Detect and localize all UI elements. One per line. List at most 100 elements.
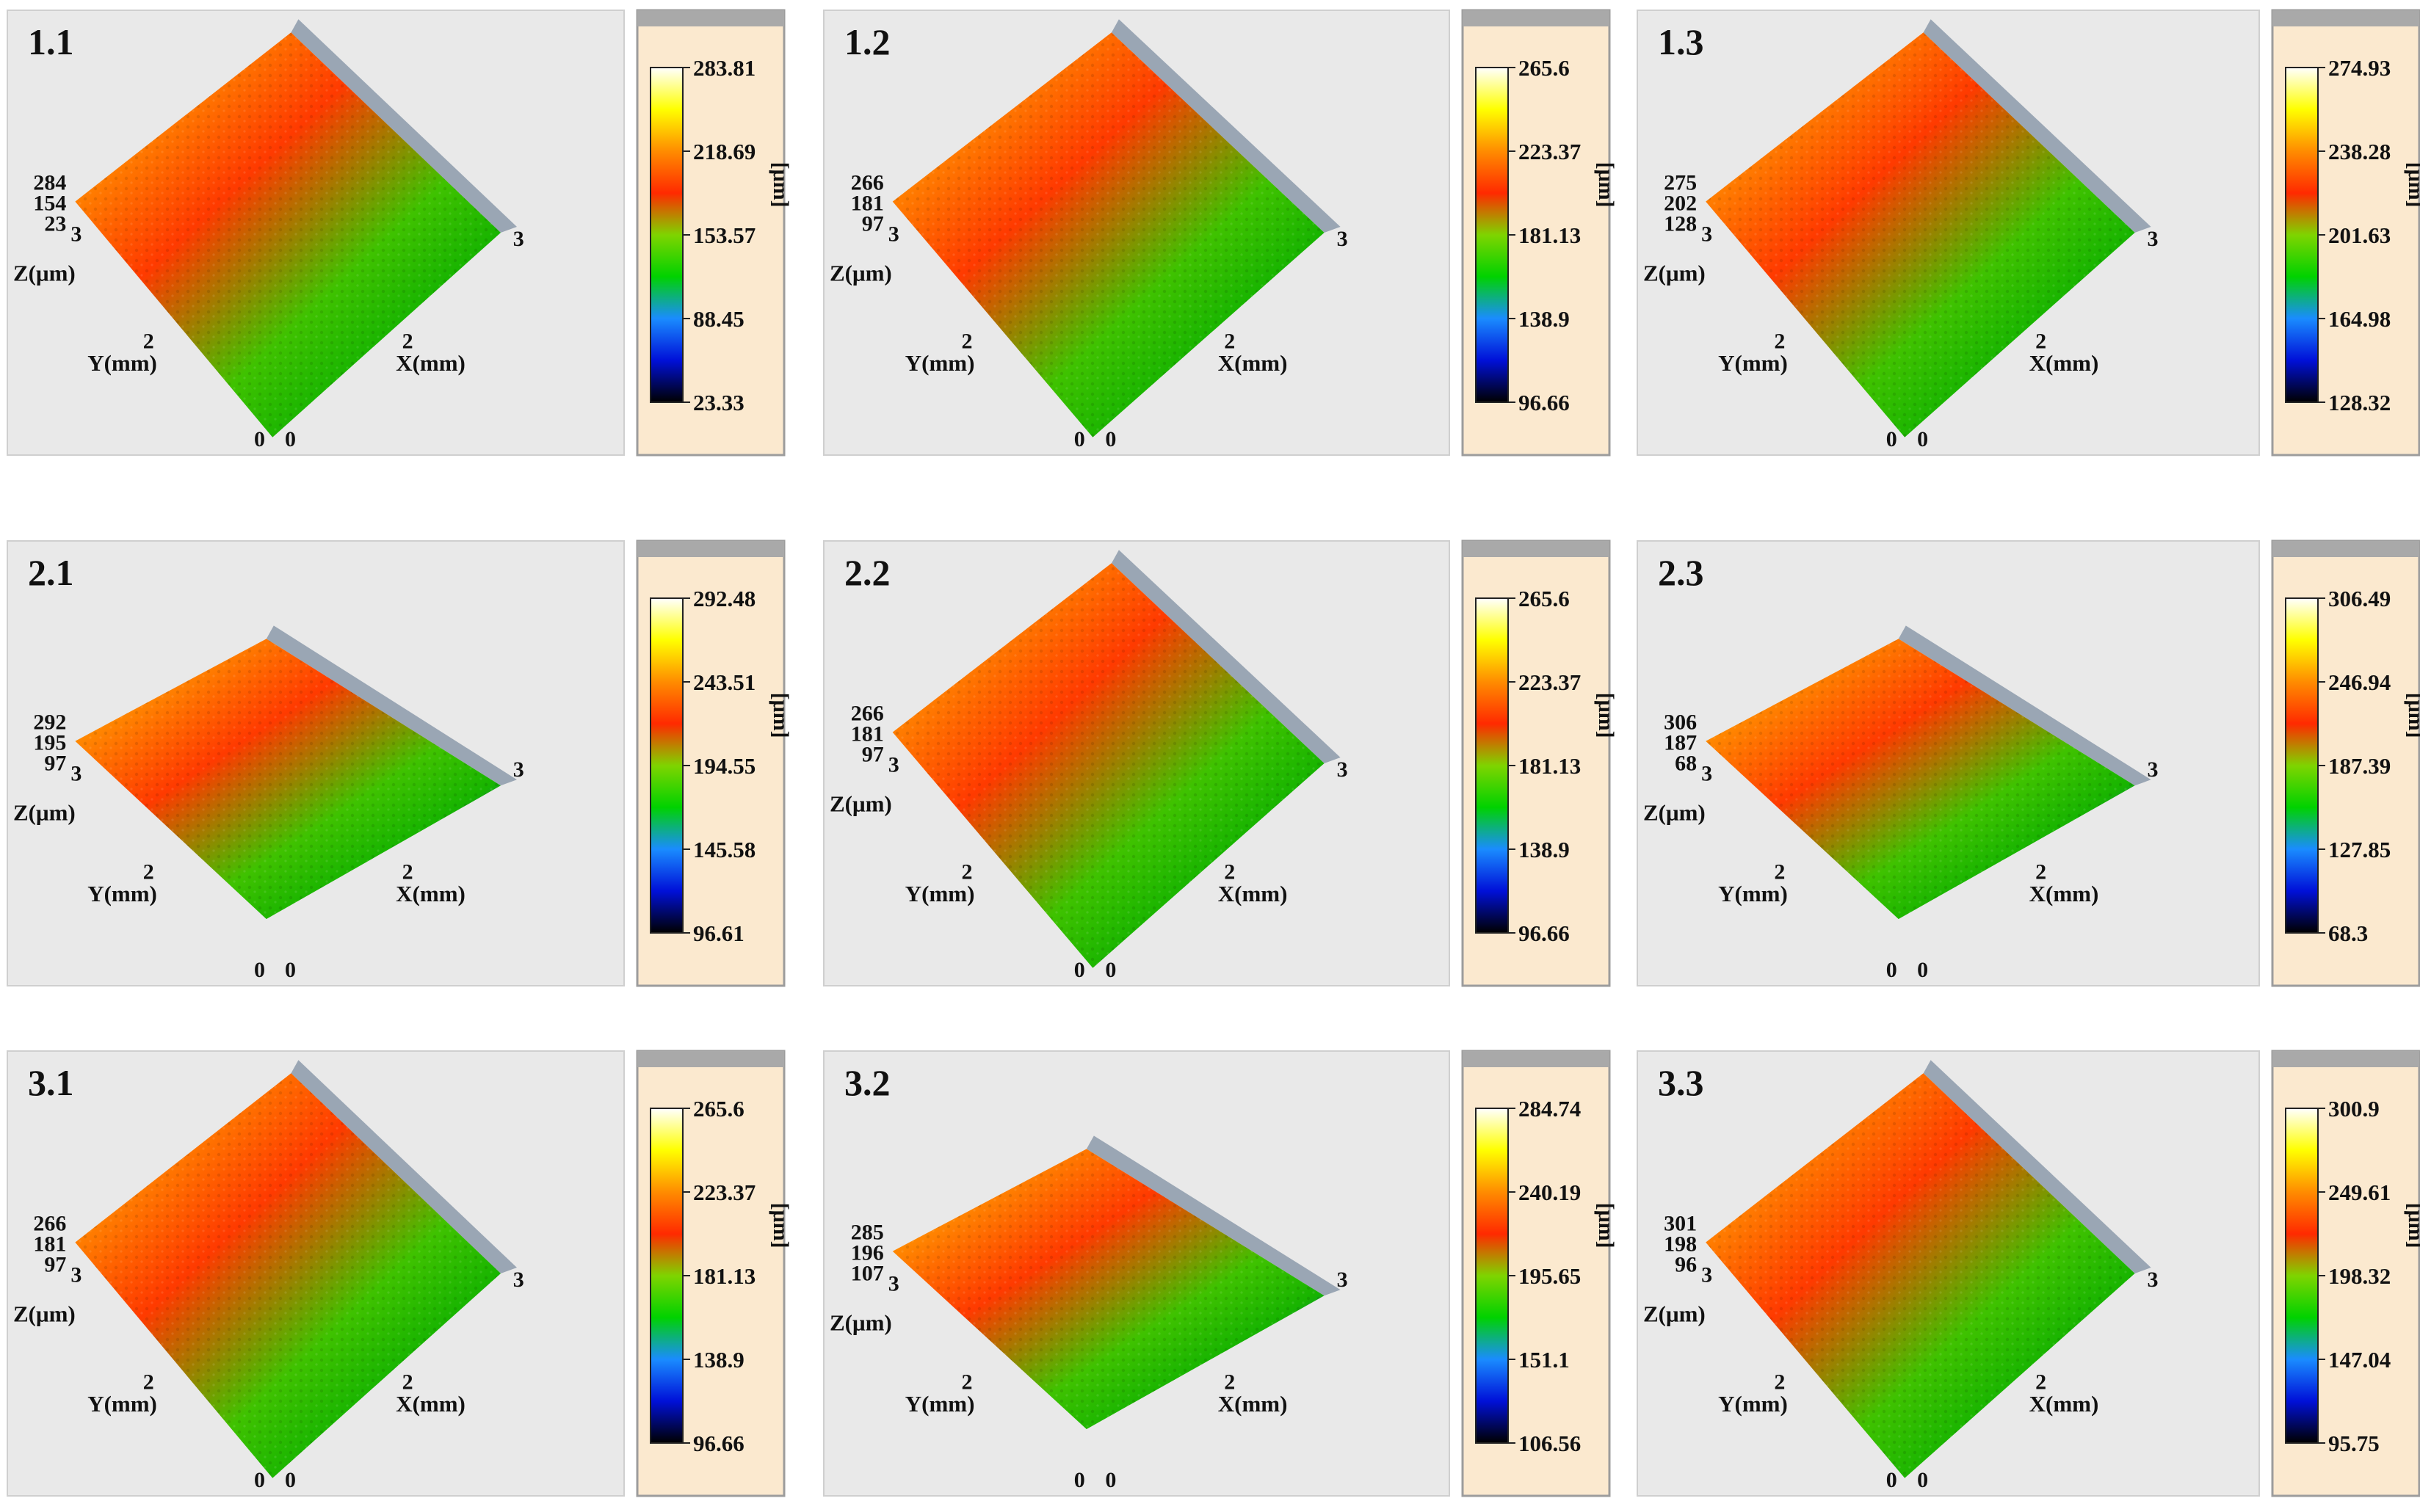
x-axis-label: X(mm) — [2029, 350, 2099, 376]
origin-tick-x: 0 — [285, 427, 296, 451]
surface-wall — [291, 19, 517, 233]
colorbar-tick-label: 68.3 — [2328, 920, 2368, 946]
colorbar-tick-label: 201.63 — [2328, 222, 2391, 248]
panel-label: 3.1 — [28, 1062, 74, 1103]
surface-texture — [1706, 1073, 2135, 1478]
surface-texture — [892, 1149, 1325, 1430]
colorbar-tick-label: 198.32 — [2328, 1263, 2391, 1289]
colorbar-tick-label: 300.9 — [2328, 1096, 2380, 1122]
x-axis-label: X(mm) — [1218, 1391, 1288, 1417]
z-tick-mid: 195 — [33, 731, 66, 755]
colorbar — [1475, 67, 1509, 403]
colorbar-tick-label: 223.37 — [1518, 669, 1581, 695]
z-tick-min: 96 — [1675, 1253, 1697, 1277]
z-axis-label: Z(μm) — [830, 791, 892, 817]
y-axis-label: Y(mm) — [905, 1391, 975, 1417]
colorbar-tick-label: 23.33 — [693, 390, 745, 415]
colorbar-tick-label: 96.66 — [1518, 390, 1570, 415]
z-tick-max: 266 — [851, 171, 884, 195]
colorbar-tick-label: 284.74 — [1518, 1096, 1581, 1122]
colorbar-tick-label: 306.49 — [2328, 586, 2391, 611]
colorbar — [2285, 67, 2319, 403]
y-tick: 2 — [143, 1370, 154, 1395]
z-tick-mid: 187 — [1664, 731, 1697, 755]
z-tick-mid: 196 — [851, 1241, 884, 1265]
corner-tick: 3 — [1701, 762, 1712, 786]
x-tick: 2 — [402, 330, 413, 354]
x-tick-end: 3 — [1337, 1268, 1348, 1292]
x-tick-end: 3 — [1337, 757, 1348, 782]
colorbar-tick-label: 95.75 — [2328, 1431, 2380, 1456]
colorbar-tick-label: 127.85 — [2328, 837, 2391, 862]
colorbar-tick-label: 138.9 — [693, 1347, 745, 1373]
colorbar-unit: [μm] — [1594, 693, 1618, 738]
colorbar-header — [637, 541, 784, 557]
y-tick: 2 — [961, 1370, 972, 1395]
colorbar — [1475, 1108, 1509, 1444]
colorbar-tick-label: 96.61 — [693, 920, 745, 946]
colorbar-tick-label: 283.81 — [693, 55, 756, 81]
x-tick: 2 — [1224, 860, 1235, 884]
colorbar-unit: [μm] — [1594, 162, 1618, 208]
z-tick-max: 285 — [851, 1221, 884, 1245]
z-tick-max: 275 — [1664, 171, 1697, 195]
y-tick: 2 — [961, 860, 972, 884]
x-tick: 2 — [2035, 1370, 2046, 1395]
colorbar-header — [1463, 541, 1609, 557]
z-tick-max: 301 — [1664, 1212, 1697, 1236]
colorbar-tick-label: 181.13 — [1518, 222, 1581, 248]
z-tick-max: 266 — [851, 702, 884, 726]
origin-tick-y: 0 — [1886, 427, 1897, 451]
x-tick-end: 3 — [2148, 1268, 2159, 1292]
origin-tick-y: 0 — [1886, 1468, 1897, 1492]
surface-texture — [75, 639, 501, 920]
surface-texture — [75, 32, 501, 437]
colorbar-header — [2272, 1051, 2419, 1067]
colorbar — [650, 1108, 684, 1444]
z-tick-max: 292 — [33, 710, 66, 735]
x-axis-label: X(mm) — [2029, 881, 2099, 906]
y-axis-label: Y(mm) — [1718, 881, 1788, 906]
colorbar-unit: [μm] — [1594, 1203, 1618, 1249]
colorbar-tick-label: 194.55 — [693, 753, 756, 779]
surface-wall — [1923, 1060, 2151, 1273]
surface-texture — [892, 32, 1325, 437]
x-tick-end: 3 — [513, 227, 524, 251]
colorbar-tick-label: 243.51 — [693, 669, 756, 695]
z-axis-label: Z(μm) — [1643, 1301, 1706, 1327]
origin-tick-x: 0 — [285, 958, 296, 982]
colorbar-tick-label: 128.32 — [2328, 390, 2391, 415]
z-tick-max: 266 — [33, 1212, 66, 1236]
panel-label: 1.1 — [28, 21, 74, 62]
colorbar — [1475, 597, 1509, 934]
colorbar-tick-label: 292.48 — [693, 586, 756, 611]
colorbar — [650, 597, 684, 934]
origin-tick-y: 0 — [1886, 958, 1897, 982]
colorbar-tick-label: 274.93 — [2328, 55, 2391, 81]
colorbar-unit: [μm] — [2404, 1203, 2420, 1249]
x-tick: 2 — [402, 860, 413, 884]
origin-tick-y: 0 — [1074, 427, 1085, 451]
y-tick: 2 — [1774, 330, 1785, 354]
surface-wall — [1086, 1135, 1341, 1296]
x-tick-end: 3 — [2148, 757, 2159, 782]
x-axis-label: X(mm) — [396, 350, 465, 376]
surface-texture — [1706, 32, 2135, 437]
origin-tick-x: 0 — [285, 1468, 296, 1492]
x-tick-end: 3 — [513, 1268, 524, 1292]
panel-label: 1.2 — [844, 21, 891, 62]
colorbar-header — [637, 10, 784, 26]
z-tick-mid: 181 — [851, 192, 884, 216]
colorbar — [2285, 1108, 2319, 1444]
panel-label: 3.2 — [844, 1062, 891, 1103]
corner-tick: 3 — [888, 1272, 899, 1296]
z-tick-min: 97 — [44, 1253, 66, 1277]
colorbar-header — [637, 1051, 784, 1067]
origin-tick-y: 0 — [254, 1468, 265, 1492]
colorbar-tick-label: 223.37 — [693, 1180, 756, 1205]
